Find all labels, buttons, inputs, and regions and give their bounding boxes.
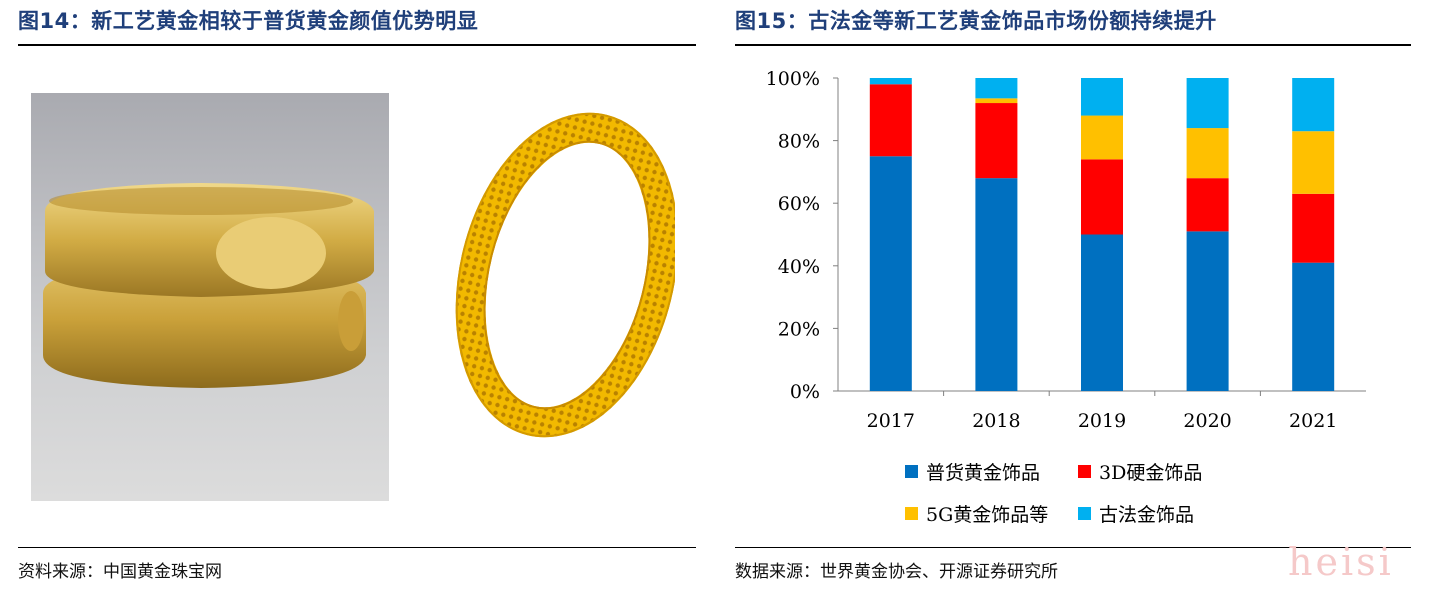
y-tick-label: 20% [778, 318, 820, 340]
y-tick-label: 0% [790, 381, 820, 403]
y-tick-label: 80% [778, 131, 820, 153]
right-figure-source: 数据来源：世界黄金协会、开源证券研究所 [735, 562, 1058, 582]
bar-2019-series-4 [1081, 78, 1123, 116]
bar-2019-series-3 [1081, 115, 1123, 160]
watermark-text: heisi [1288, 540, 1394, 584]
bar-2018-series-3 [975, 98, 1018, 104]
legend-item-3: 5G黄金饰品等 [905, 500, 1048, 527]
left-title-rule [18, 44, 696, 46]
legend-label-1: 普货黄金饰品 [926, 462, 1041, 484]
bar-2020-series-3 [1186, 128, 1229, 179]
x-tick-label: 2017 [867, 410, 915, 432]
bar-2020-series-4 [1186, 78, 1229, 129]
bar-2017-series-2 [869, 84, 912, 157]
bar-2017-series-1 [869, 156, 912, 391]
y-tick-label: 100% [766, 68, 820, 90]
legend-label-4: 古法金饰品 [1099, 504, 1195, 526]
legend-item-1: 普货黄金饰品 [905, 458, 1040, 485]
y-tick-label: 40% [778, 256, 820, 278]
bar-2020-series-2 [1186, 178, 1229, 232]
legend-item-4: 古法金饰品 [1078, 500, 1194, 527]
x-tick-label: 2019 [1078, 410, 1126, 432]
legend-label-3: 5G黄金饰品等 [926, 504, 1049, 526]
bar-2019-series-2 [1081, 159, 1123, 235]
legend-swatch-4 [1078, 507, 1091, 520]
x-tick-label: 2018 [972, 410, 1020, 432]
y-tick-label: 60% [778, 193, 820, 215]
filigree-bangle-photo [455, 110, 679, 444]
left-figure-source: 资料来源：中国黄金珠宝网 [18, 562, 222, 582]
bar-2018-series-4 [975, 78, 1018, 99]
bar-2020-series-1 [1186, 231, 1229, 391]
legend-item-2: 3D硬金饰品 [1078, 458, 1202, 485]
x-tick-label: 2021 [1289, 410, 1337, 432]
bar-2021-series-2 [1292, 193, 1335, 263]
bar-2021-series-4 [1292, 78, 1335, 132]
stacked-bar-chart: 0% 20% 40% 60% 80% 100% 2017 2018 2019 2020 2021 [766, 68, 1366, 432]
right-source-rule [735, 547, 1411, 548]
legend-swatch-3 [905, 507, 918, 520]
right-figure-title: 图15：古法金等新工艺黄金饰品市场份额持续提升 [735, 9, 1217, 33]
legend-swatch-2 [1078, 465, 1091, 478]
bar-2021-series-1 [1292, 262, 1335, 391]
legend-label-2: 3D硬金饰品 [1099, 462, 1203, 484]
left-source-rule [18, 547, 696, 548]
stacked-bangles-photo [31, 93, 389, 501]
bar-2019-series-1 [1081, 234, 1123, 391]
bar-2021-series-3 [1292, 131, 1335, 194]
bar-2018-series-1 [975, 178, 1018, 391]
legend-swatch-1 [905, 465, 918, 478]
left-figure-title: 图14：新工艺黄金相较于普货黄金颜值优势明显 [18, 9, 479, 33]
x-tick-label: 2020 [1183, 410, 1231, 432]
bar-2017-series-4 [869, 78, 912, 85]
right-title-rule [735, 44, 1411, 46]
bar-2018-series-2 [975, 103, 1018, 179]
